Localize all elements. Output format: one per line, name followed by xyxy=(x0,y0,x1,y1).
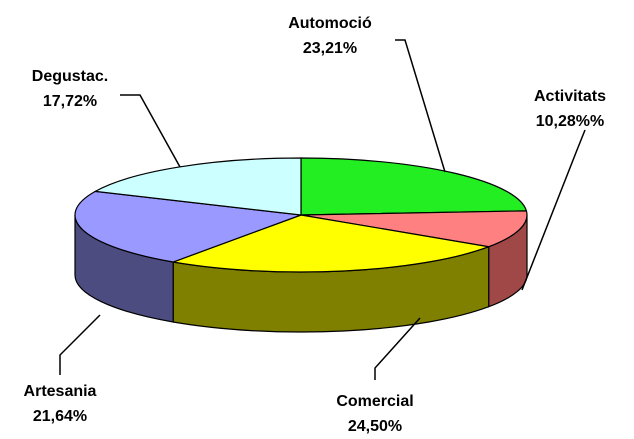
slice-name: Comercial xyxy=(336,393,413,410)
leader-line xyxy=(120,94,181,168)
pie-slice xyxy=(170,214,491,273)
slice-name: Degustac. xyxy=(32,68,108,85)
slice-name: Automoció xyxy=(288,15,372,32)
slice-name: Artesania xyxy=(24,383,97,400)
slice-label: 21,64% xyxy=(33,408,87,425)
slice-label: 17,72% xyxy=(43,93,97,110)
slice-label: 23,21% xyxy=(303,40,357,57)
leader-line xyxy=(374,317,421,380)
leader-line xyxy=(59,314,101,375)
slice-label: 24,50% xyxy=(348,418,402,435)
pie-slice xyxy=(300,157,528,216)
pie-slice xyxy=(93,157,302,216)
leader-line xyxy=(395,39,446,173)
pie-slice xyxy=(300,210,528,248)
slice-label: 10,28%% xyxy=(536,113,605,130)
leader-line xyxy=(521,129,586,291)
slice-name: Activitats xyxy=(534,88,606,105)
